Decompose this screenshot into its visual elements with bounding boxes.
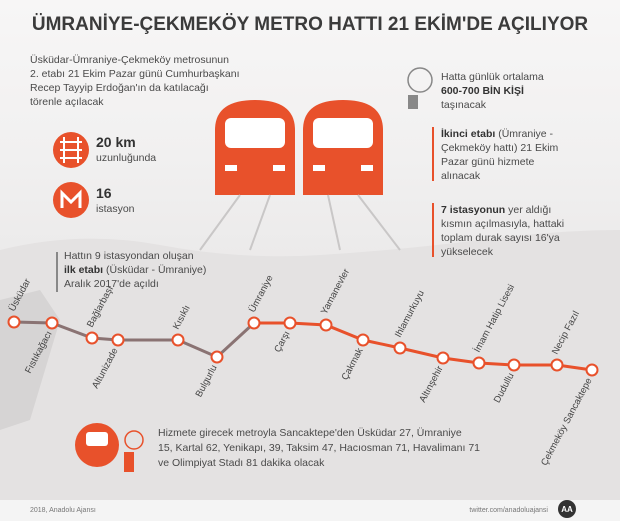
footer-left: 2018, Anadolu Ajansı <box>30 507 96 514</box>
seven-stations: toplam durak sayısı 16'ya <box>441 232 560 244</box>
second-stage-track <box>254 321 593 372</box>
travel-times: 15, Kartal 62, Yenikapı, 39, Taksim 47, … <box>158 442 480 454</box>
station-marker <box>171 333 185 347</box>
rail-glyph <box>60 137 82 163</box>
title: ÜMRANİYE-ÇEKMEKÖY METRO HATTI 21 EKİM'DE… <box>32 14 589 35</box>
person-icon <box>124 452 134 472</box>
station-marker <box>85 331 99 345</box>
second-stage: Pazar günü hizmete <box>441 156 535 168</box>
station-marker <box>585 363 599 377</box>
passenger-icon <box>407 67 433 93</box>
station-marker <box>436 351 450 365</box>
train-window <box>313 118 373 148</box>
station-marker <box>210 350 224 364</box>
station-marker <box>45 316 59 330</box>
seven-stations: kısmın açılmasıyla, hattaki <box>441 218 564 230</box>
logo-text: AA <box>561 505 573 514</box>
second-stage-text: (Ümraniye - <box>495 128 553 140</box>
intro-line: Üsküdar-Ümraniye-Çekmeköy metrosunun <box>30 54 229 66</box>
train-light <box>361 165 373 171</box>
train-light <box>273 165 285 171</box>
first-stage: ilk etabı (Üsküdar - Ümraniye) <box>64 264 206 276</box>
accent-bar <box>432 203 434 257</box>
station-marker <box>393 341 407 355</box>
first-stage: Hattın 9 istasyondan oluşan <box>64 250 194 262</box>
footer-right: twitter.com/anadoluajansi <box>469 507 548 514</box>
accent-bar <box>432 127 434 181</box>
intro-line: 2. etabı 21 Ekim Pazar günü Cumhurbaşkan… <box>30 68 240 80</box>
clock-icon <box>124 430 144 450</box>
passengers-line: taşınacak <box>441 99 487 111</box>
passenger-icon <box>408 95 418 109</box>
length-label: uzunluğunda <box>96 152 156 164</box>
station-marker <box>283 316 297 330</box>
seven-stations: 7 istasyonun yer aldığı <box>441 204 551 216</box>
seven-stations-text: yer aldığı <box>505 204 551 216</box>
seven-stations: yükselecek <box>441 246 494 258</box>
first-stage-bold: ilk etabı <box>64 264 103 276</box>
trains <box>199 100 401 251</box>
train-icon-window <box>86 432 108 446</box>
travel-times: Hizmete girecek metroyla Sancaktepe'den … <box>158 427 462 439</box>
track <box>199 194 401 251</box>
station-marker <box>111 333 125 347</box>
passengers-line: Hatta günlük ortalama <box>441 71 544 83</box>
metro-glyph <box>60 189 82 208</box>
station-count-label: istasyon <box>96 203 135 215</box>
station-marker <box>356 333 370 347</box>
second-stage-bold: İkinci etabı <box>441 127 495 140</box>
map-land <box>0 230 620 500</box>
logo <box>558 500 576 518</box>
station-marker <box>247 316 261 330</box>
intro-line: Recep Tayyip Erdoğan'ın da katılacağı <box>30 82 209 94</box>
train-light <box>313 165 325 171</box>
length-value: 20 km <box>96 134 136 150</box>
second-stage: alınacak <box>441 170 481 182</box>
train-light <box>225 165 237 171</box>
second-stage: İkinci etabı (Ümraniye - <box>441 127 554 140</box>
station-marker <box>550 358 564 372</box>
intro: Üsküdar-Ümraniye-Çekmeköy metrosunun 2. … <box>30 54 240 108</box>
station-marker <box>7 315 21 329</box>
first-stage: Aralık 2017'de açıldı <box>64 278 159 290</box>
travel-times: ve Olimpiyat Stadı 81 dakika olacak <box>158 457 325 469</box>
intro-line: törenle açılacak <box>30 96 104 108</box>
station-marker <box>507 358 521 372</box>
footer-bar <box>0 500 620 521</box>
seven-stations-bold: 7 istasyonun <box>441 204 505 216</box>
accent-bar <box>56 252 58 292</box>
second-stage: Çekmeköy hattı) 21 Ekim <box>441 142 559 154</box>
station-count: 16 <box>96 185 112 201</box>
station-marker <box>472 356 486 370</box>
train-window <box>225 118 285 148</box>
passengers-value: 600-700 BİN KİŞİ <box>441 84 524 97</box>
station-marker <box>319 318 333 332</box>
first-stage-text: (Üsküdar - Ümraniye) <box>103 264 206 276</box>
